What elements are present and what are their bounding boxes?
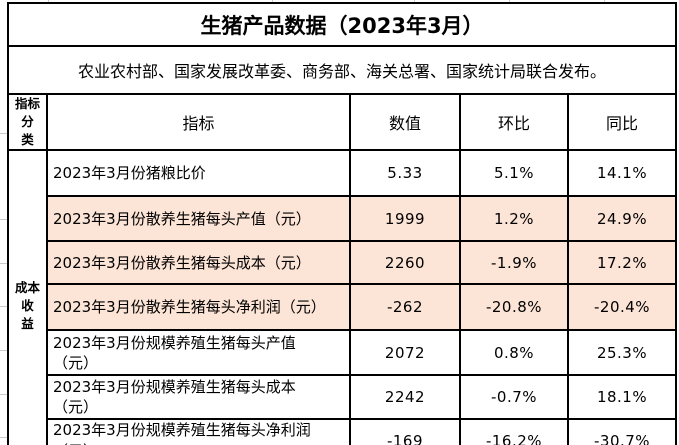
indicator-cell: 2023年3月份散养生猪每头成本（元） — [48, 242, 351, 286]
subtitle-row: 农业农村部、国家发展改革委、商务部、海关总署、国家统计局联合发布。 — [9, 47, 678, 95]
yoy-cell: 24.9% — [569, 197, 678, 243]
indicator-cell: 2023年3月份规模养殖生猪每头产值 （元） — [48, 331, 351, 377]
yoy-cell: 14.1% — [569, 151, 678, 198]
indicator-cell: 2023年3月份规模养殖生猪每头净利润 （元） — [48, 420, 351, 445]
mom-cell: -16.2% — [461, 420, 569, 445]
value-cell: -169 — [351, 420, 461, 445]
value-cell: 2072 — [351, 331, 461, 377]
gridline-artifact — [0, 133, 7, 134]
indicator-cell: 2023年3月份散养生猪每头产值（元） — [48, 197, 351, 243]
gridline-artifact — [272, 0, 273, 2]
gridline-artifact — [0, 350, 7, 351]
yoy-cell: 25.3% — [569, 331, 678, 377]
mom-cell: -0.7% — [461, 376, 569, 421]
column-header-value: 数值 — [351, 95, 461, 152]
value-cell: 1999 — [351, 197, 461, 243]
table-row: 成本收 益 2023年3月份猪粮比价 5.33 5.1% 14.1% — [9, 151, 678, 445]
yoy-cell: -30.7% — [569, 420, 678, 445]
indicator-cell: 2023年3月份散养生猪每头净利润（元） — [48, 285, 351, 332]
gridline-artifact — [604, 0, 605, 2]
gridline-artifact — [0, 394, 7, 395]
indicator-cell: 2023年3月份猪粮比价 — [48, 151, 351, 198]
gridline-artifact — [0, 263, 7, 264]
value-cell: 5.33 — [351, 151, 461, 198]
gridline-artifact — [509, 0, 510, 2]
table-title: 生猪产品数据（2023年3月） — [9, 4, 678, 47]
mom-cell: -1.9% — [461, 242, 569, 286]
table-row: 2023年3月份散养生猪每头净利润（元） -262 -20.8% -20.4% — [9, 285, 678, 332]
yoy-cell: 18.1% — [569, 376, 678, 421]
gridline-artifact — [0, 306, 7, 307]
mom-cell: 1.2% — [461, 197, 569, 243]
title-row: 生猪产品数据（2023年3月） — [9, 4, 678, 47]
value-cell: 2242 — [351, 376, 461, 421]
gridline-artifact — [0, 219, 7, 220]
gridline-artifact — [48, 0, 49, 2]
value-cell: -262 — [351, 285, 461, 332]
mom-cell: 5.1% — [461, 151, 569, 198]
column-header-yoy: 同比 — [569, 95, 678, 152]
column-header-category: 指标分 类 — [9, 95, 48, 152]
table-row: 2023年3月份规模养殖生猪每头净利润 （元） -169 -16.2% -30.… — [9, 420, 678, 445]
mom-cell: -20.8% — [461, 285, 569, 332]
table-row: 2023年3月份散养生猪每头产值（元） 1999 1.2% 24.9% — [9, 197, 678, 243]
table-subtitle: 农业农村部、国家发展改革委、商务部、海关总署、国家统计局联合发布。 — [9, 47, 678, 95]
category-cell: 成本收 益 — [9, 151, 48, 445]
yoy-cell: 17.2% — [569, 242, 678, 286]
pig-product-data-table: 生猪产品数据（2023年3月） 农业农村部、国家发展改革委、商务部、海关总署、国… — [7, 2, 678, 445]
indicator-cell: 2023年3月份规模养殖生猪每头成本 （元） — [48, 376, 351, 421]
mom-cell: 0.8% — [461, 331, 569, 377]
gridline-artifact — [0, 437, 7, 438]
table-row: 2023年3月份规模养殖生猪每头产值 （元） 2072 0.8% 25.3% — [9, 331, 678, 377]
column-header-indicator: 指标 — [48, 95, 351, 152]
table-row: 2023年3月份散养生猪每头成本（元） 2260 -1.9% 17.2% — [9, 242, 678, 286]
yoy-cell: -20.4% — [569, 285, 678, 332]
header-row: 指标分 类 指标 数值 环比 同比 — [9, 95, 678, 152]
table-row: 2023年3月份规模养殖生猪每头成本 （元） 2242 -0.7% 18.1% — [9, 376, 678, 421]
value-cell: 2260 — [351, 242, 461, 286]
gridline-artifact — [414, 0, 415, 2]
column-header-mom: 环比 — [461, 95, 569, 152]
